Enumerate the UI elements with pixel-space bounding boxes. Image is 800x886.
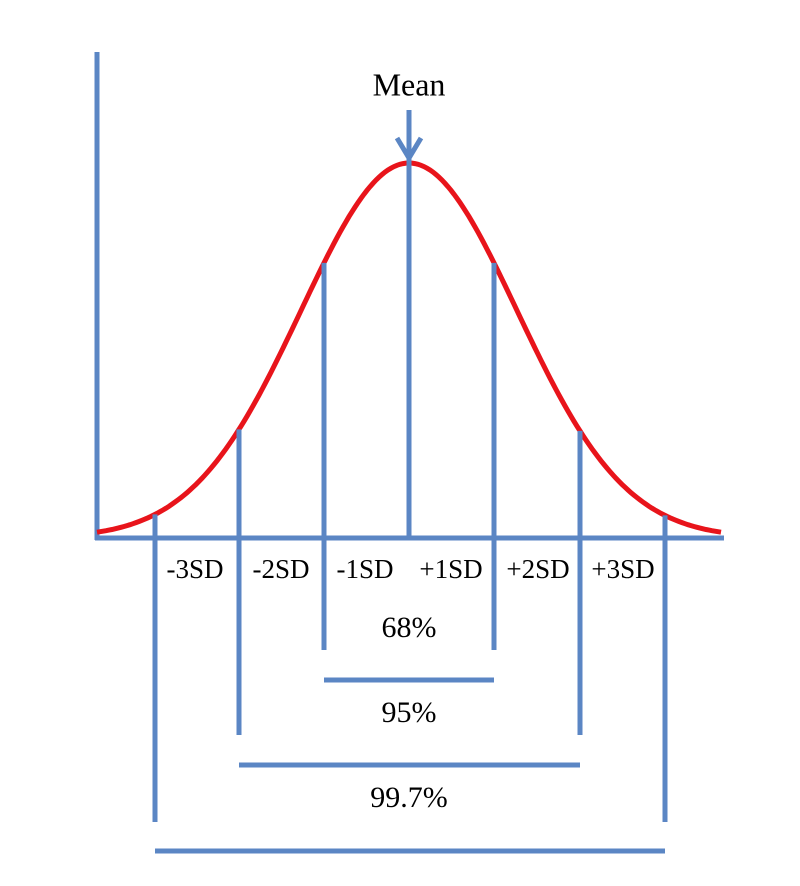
range-label: 95% [382,696,437,729]
sd-label: -3SD [166,554,223,584]
mean-arrowhead [394,136,424,163]
sd-label: +3SD [591,554,654,584]
sd-label: -1SD [336,554,393,584]
sd-label: +2SD [506,554,569,584]
sd-lines [152,262,668,822]
sd-label: -2SD [252,554,309,584]
range-label: 99.7% [370,781,448,814]
sd-label: +1SD [419,554,482,584]
range-label: 68% [382,611,437,644]
mean-label: Mean [373,66,446,102]
